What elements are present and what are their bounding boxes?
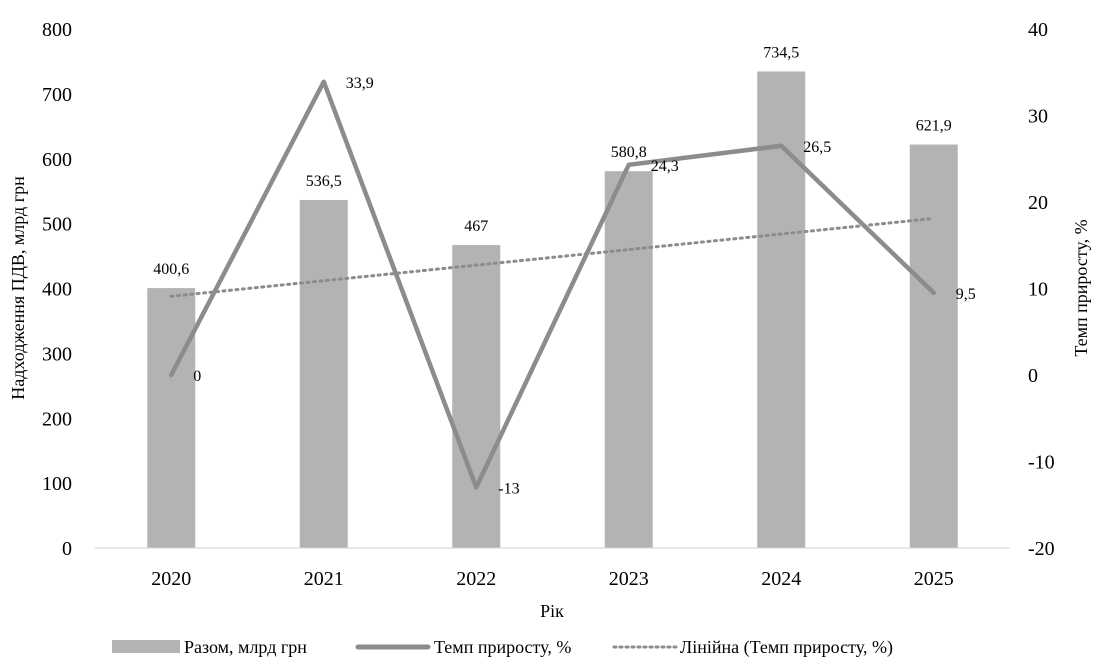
- bars-group: [147, 71, 958, 549]
- bar-2023: [604, 171, 653, 548]
- bar-2020: [147, 288, 196, 548]
- y-tick-label: 500: [42, 214, 72, 236]
- bar-data-label: 536,5: [306, 173, 342, 190]
- y2-axis-title: Темп приросту, %: [1071, 219, 1091, 356]
- y2-tick-label: 20: [1028, 192, 1048, 214]
- legend-swatch-bar: [112, 640, 180, 653]
- line-data-label: 24,3: [651, 158, 679, 175]
- y2-tick-label: 0: [1028, 365, 1038, 387]
- y-tick-label: 400: [42, 279, 72, 301]
- x-tick-label: 2020: [151, 568, 191, 590]
- x-tick-label: 2025: [914, 568, 954, 590]
- x-tick-label: 2023: [609, 568, 649, 590]
- y-tick-label: 200: [42, 408, 72, 430]
- y2-tick-label: -10: [1028, 452, 1055, 474]
- y2-tick-label: 40: [1028, 19, 1048, 41]
- bar-data-label: 467: [464, 218, 488, 235]
- axes-group: 0100200300400500600700800-20-10010203040…: [42, 19, 1055, 590]
- y-tick-label: 0: [62, 538, 72, 560]
- x-axis-title: Рік: [540, 601, 564, 621]
- bar-data-label: 580,8: [611, 144, 647, 161]
- y-tick-label: 800: [42, 19, 72, 41]
- bar-data-label: 400,6: [153, 261, 189, 278]
- x-tick-label: 2022: [456, 568, 496, 590]
- line-data-label: 0: [193, 368, 201, 385]
- line-data-label: 9,5: [956, 286, 976, 303]
- line-data-label: 33,9: [346, 75, 374, 92]
- bar-2022: [452, 245, 501, 548]
- bar-data-label: 734,5: [763, 44, 799, 61]
- trendline-group: [169, 216, 936, 298]
- y-tick-label: 300: [42, 343, 72, 365]
- y-tick-label: 600: [42, 149, 72, 171]
- data-labels-group: 400,6 536,5 467 580,8 734,5 621,9 0 33,9 -13 24,3…: [153, 44, 976, 497]
- growth-line-group: [169, 79, 936, 490]
- y-tick-label: 700: [42, 84, 72, 106]
- y2-tick-label: 30: [1028, 106, 1048, 128]
- bar-2025: [909, 144, 958, 549]
- bar-2021: [299, 199, 348, 548]
- x-tick-label: 2021: [304, 568, 344, 590]
- legend: Разом, млрд грн Темп приросту, % Лінійна…: [112, 637, 893, 658]
- y2-tick-label: 10: [1028, 279, 1048, 301]
- y-tick-label: 100: [42, 473, 72, 495]
- legend-label-trendline: Лінійна (Темп приросту, %): [680, 637, 893, 658]
- bar-data-label: 621,9: [916, 118, 952, 135]
- legend-label-line: Темп приросту, %: [434, 637, 571, 657]
- x-tick-label: 2024: [761, 568, 801, 590]
- bar-2024: [757, 71, 806, 548]
- y2-tick-label: -20: [1028, 538, 1055, 560]
- legend-label-bar: Разом, млрд грн: [184, 637, 307, 657]
- growth-line: [169, 79, 936, 490]
- trendline: [169, 216, 936, 298]
- y-axis-title: Надходження ПДВ, млрд грн: [8, 176, 28, 400]
- line-data-label: 26,5: [803, 139, 831, 156]
- line-data-label: -13: [498, 480, 519, 497]
